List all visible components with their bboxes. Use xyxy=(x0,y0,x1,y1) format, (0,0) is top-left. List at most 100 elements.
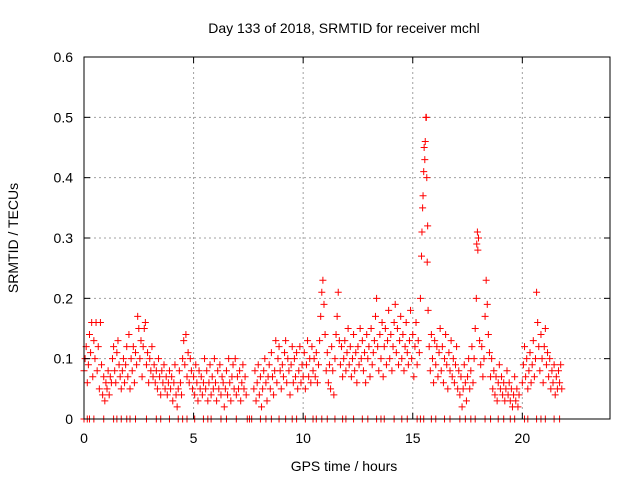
data-point xyxy=(467,367,475,375)
data-point xyxy=(163,391,171,399)
data-point xyxy=(344,325,352,332)
data-point xyxy=(272,337,280,345)
data-point xyxy=(332,331,340,339)
data-point xyxy=(95,385,103,393)
data-point xyxy=(255,391,263,399)
data-point xyxy=(179,355,187,363)
data-point xyxy=(485,349,493,357)
data-point xyxy=(288,343,296,351)
data-point xyxy=(104,367,112,375)
x-tick-label: 10 xyxy=(295,430,311,446)
data-point xyxy=(459,385,467,393)
data-point xyxy=(473,240,481,248)
data-point xyxy=(374,343,382,351)
data-point xyxy=(537,331,545,339)
data-point xyxy=(347,373,355,381)
data-point xyxy=(491,391,499,399)
data-point xyxy=(552,373,560,381)
data-point xyxy=(297,379,305,387)
data-point xyxy=(277,385,285,393)
data-point xyxy=(215,385,223,393)
data-point xyxy=(201,355,209,363)
data-point xyxy=(395,361,403,369)
data-point xyxy=(413,361,421,369)
data-point xyxy=(334,288,342,296)
data-point xyxy=(434,373,442,381)
data-point xyxy=(551,391,559,399)
data-point xyxy=(117,385,125,393)
data-point xyxy=(313,379,321,387)
data-point xyxy=(403,349,411,357)
data-point xyxy=(115,361,123,369)
data-point xyxy=(242,391,250,399)
data-point xyxy=(453,343,461,351)
data-point xyxy=(512,397,520,405)
data-point xyxy=(126,385,134,393)
data-point xyxy=(294,385,302,393)
data-point xyxy=(554,367,562,375)
data-point xyxy=(450,379,458,387)
data-point xyxy=(250,385,258,393)
data-point xyxy=(251,367,259,375)
data-point xyxy=(160,361,168,369)
data-point xyxy=(498,373,506,381)
data-point xyxy=(194,397,202,405)
data-point xyxy=(431,337,439,345)
data-point xyxy=(518,379,526,387)
data-point xyxy=(421,137,429,145)
data-point xyxy=(366,373,374,381)
data-point xyxy=(348,355,356,363)
data-point xyxy=(307,379,315,387)
data-point xyxy=(480,355,488,363)
data-point xyxy=(468,343,476,351)
data-point xyxy=(340,355,348,363)
axis-ticks: 0 5 10 15 20 0 0.1 0.2 0.3 0.4 0.5 0.6 xyxy=(54,49,610,446)
data-point xyxy=(423,258,431,266)
data-point xyxy=(309,367,317,375)
data-point xyxy=(381,325,389,332)
data-point xyxy=(105,391,113,399)
data-point xyxy=(221,385,229,393)
data-point xyxy=(357,355,365,363)
data-point xyxy=(527,379,535,387)
data-point xyxy=(222,367,230,375)
data-point xyxy=(441,355,449,363)
data-point xyxy=(204,397,212,405)
data-point xyxy=(427,331,435,339)
data-point xyxy=(426,367,434,375)
data-point xyxy=(367,325,375,332)
data-point xyxy=(258,403,266,411)
data-point xyxy=(260,367,268,375)
data-point xyxy=(488,355,496,363)
data-point xyxy=(528,361,536,369)
data-point xyxy=(391,300,399,308)
data-point xyxy=(178,391,186,399)
data-point xyxy=(530,373,538,381)
data-point xyxy=(330,391,338,399)
data-point xyxy=(316,337,324,345)
data-point xyxy=(385,306,393,314)
data-point xyxy=(529,337,537,345)
data-point xyxy=(103,385,111,393)
data-point xyxy=(352,349,360,357)
data-point xyxy=(365,343,373,351)
data-point xyxy=(108,355,116,363)
data-point xyxy=(171,361,179,369)
data-point xyxy=(142,361,150,369)
data-point xyxy=(261,355,269,363)
data-point xyxy=(514,403,522,411)
data-point xyxy=(218,373,226,381)
data-point xyxy=(456,391,464,399)
y-tick-label: 0.4 xyxy=(54,170,74,186)
data-point xyxy=(469,379,477,387)
data-point xyxy=(359,367,367,375)
data-point xyxy=(267,349,275,357)
data-point xyxy=(329,367,337,375)
data-point xyxy=(206,361,214,369)
data-point xyxy=(382,361,390,369)
data-point xyxy=(270,391,278,399)
data-point xyxy=(542,361,550,369)
x-tick-label: 5 xyxy=(190,430,198,446)
data-point xyxy=(327,385,335,393)
data-point xyxy=(285,367,293,375)
